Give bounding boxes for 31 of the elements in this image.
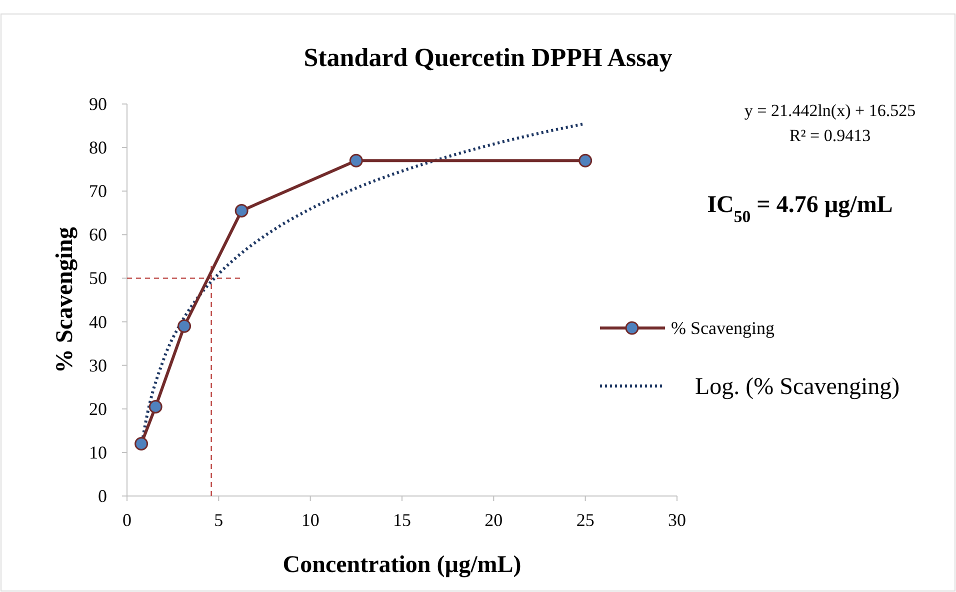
x-axis-title: Concentration (µg/mL) xyxy=(282,552,522,578)
chart-title: Standard Quercetin DPPH Assay xyxy=(304,43,672,72)
x-tick-label: 25 xyxy=(576,510,594,530)
y-tick-label: 30 xyxy=(89,355,107,376)
legend-label: Log. (% Scavenging) xyxy=(695,374,900,400)
x-tick-label: 15 xyxy=(393,510,411,530)
y-axis-title: % Scavenging xyxy=(52,226,78,374)
x-tick-label: 30 xyxy=(668,510,686,530)
x-tick-label: 0 xyxy=(122,510,132,530)
text: R² = 0.9413 xyxy=(789,126,871,145)
y-tick-label: 40 xyxy=(89,312,107,332)
text: y = 21.442ln(x) + 16.525 xyxy=(744,101,916,120)
x-tick-label: 5 xyxy=(214,510,224,530)
point xyxy=(134,436,148,450)
y-tick-label: 50 xyxy=(89,268,107,288)
y-tick-label: 70 xyxy=(89,181,107,202)
y-tick-label: 20 xyxy=(89,398,107,419)
point xyxy=(578,154,592,168)
x-tick-label: 20 xyxy=(484,510,503,530)
x-tick-label: 10 xyxy=(301,510,320,530)
y-tick-label: 10 xyxy=(89,442,107,462)
point xyxy=(178,319,192,333)
y-tick-label: 60 xyxy=(89,224,107,245)
point xyxy=(349,154,363,168)
y-tick-label: 0 xyxy=(98,486,107,506)
text: IC$_{50}$ = 4.76 µg/mL xyxy=(707,192,893,226)
point xyxy=(148,400,162,414)
y-tick-label: 90 xyxy=(89,94,107,114)
point xyxy=(234,204,248,218)
y-tick-label: 80 xyxy=(89,138,107,158)
legend-label: % Scavenging xyxy=(671,318,774,338)
